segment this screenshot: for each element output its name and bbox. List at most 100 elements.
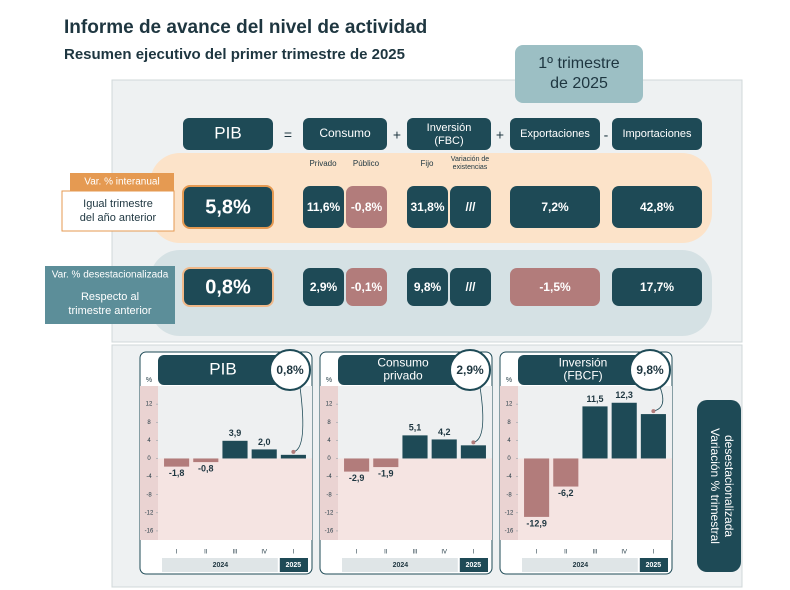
row-label-text: del año anterior: [80, 212, 157, 224]
axis-column: [140, 386, 158, 540]
value-label: -6,2: [558, 488, 574, 498]
subtitle: Resumen ejecutivo del primer trimestre d…: [64, 46, 405, 63]
x-tick-label: I: [176, 550, 178, 556]
x-tick-label: III: [232, 550, 237, 556]
y-tick-label: 8: [507, 420, 511, 426]
operator: -: [604, 127, 609, 143]
y-tick-label: 0: [147, 456, 151, 462]
year-label: 2025: [466, 562, 482, 569]
side-label: desestacionalizada: [722, 435, 736, 537]
row-tag-text: Var. % desestacionalizada: [52, 270, 169, 281]
bar: [280, 454, 306, 459]
row-label: [45, 284, 175, 324]
value-text: 42,8%: [640, 200, 674, 214]
x-tick-label: I: [536, 550, 538, 556]
row-tag: [45, 266, 175, 284]
value-text: -0,8%: [351, 200, 383, 214]
year-strip: [522, 558, 638, 572]
col-header: [612, 118, 702, 150]
value-text: 11,6%: [307, 200, 341, 214]
value-text: -0,1%: [351, 280, 383, 294]
col-header-text: (FBC): [434, 135, 463, 147]
value-cell: [510, 268, 600, 306]
y-tick-label: -4: [506, 474, 512, 480]
badge-line: de 2025: [550, 75, 608, 92]
bar: [251, 449, 277, 459]
year-label: 2024: [393, 562, 409, 569]
value-cell: [182, 267, 274, 307]
axis-column: [320, 386, 338, 540]
y-tick-label: -16: [325, 529, 334, 535]
value-cell: [346, 268, 387, 306]
x-tick-label: III: [592, 550, 597, 556]
bar: [524, 458, 550, 517]
sub-header: Público: [353, 159, 380, 168]
value-cell: [182, 185, 274, 229]
value-label: 12,3: [615, 390, 633, 400]
bar: [640, 414, 666, 459]
title: Informe de avance del nivel de actividad: [64, 17, 427, 38]
chart-badge: 2,9%: [456, 363, 484, 377]
summary-cells: 5,8% 11,6% -0,8% 31,8%///7,2% 42,8%0,8% 2,9% -…: [182, 185, 702, 307]
x-tick-label: I: [473, 550, 475, 556]
value-text: 17,7%: [640, 280, 674, 294]
chart-header: [518, 355, 648, 385]
value-label: 11,5: [586, 394, 603, 404]
value-text: 7,2%: [541, 200, 569, 214]
value-cell: [450, 186, 491, 228]
value-cell: [303, 268, 344, 306]
chart-header: [158, 355, 288, 385]
chart-title: privado: [383, 369, 423, 383]
value-text: 0,8%: [205, 276, 251, 298]
x-tick-label: I: [293, 550, 295, 556]
value-label: -12,9: [526, 518, 547, 528]
y-tick-label: 8: [327, 420, 331, 426]
value-label: 3,9: [229, 428, 242, 438]
year-label: 2025: [646, 562, 662, 569]
value-cell: [510, 186, 600, 228]
x-tick-label: IV: [621, 550, 627, 556]
year-label: 2024: [573, 562, 589, 569]
bar: [553, 458, 579, 487]
y-tick-label: -4: [146, 474, 152, 480]
x-tick-label: II: [384, 550, 388, 556]
operator: +: [496, 127, 504, 143]
x-tick-label: II: [204, 550, 208, 556]
chart-badge: 0,8%: [276, 363, 304, 377]
value-text: ///: [465, 200, 476, 214]
value-label: 2,0: [258, 437, 271, 447]
y-tick-label: -8: [506, 492, 512, 498]
y-tick-label: -8: [326, 492, 332, 498]
y-unit: %: [146, 377, 152, 384]
y-tick-label: 4: [147, 438, 151, 444]
y-tick-label: 8: [147, 420, 151, 426]
plot-negative: [338, 458, 492, 540]
row-tag-text: Var. % interanual: [84, 177, 159, 188]
y-tick-label: 4: [327, 438, 331, 444]
chart-badge: 9,8%: [636, 363, 664, 377]
col-header: [407, 118, 491, 150]
y-tick-label: 0: [507, 456, 511, 462]
bar: [193, 458, 219, 463]
period-badge: [515, 45, 643, 103]
bar: [611, 402, 637, 459]
col-header: [303, 118, 387, 150]
x-tick-label: IV: [261, 550, 267, 556]
value-text: 9,8%: [414, 280, 442, 294]
row-label-text: Respecto al: [81, 291, 139, 303]
y-tick-label: -4: [326, 474, 332, 480]
value-text: 2,9%: [310, 280, 338, 294]
badge-circle: [269, 349, 311, 391]
year-strip: [459, 558, 488, 572]
col-header-text: PIB: [214, 123, 241, 142]
value-label: 5,1: [409, 423, 422, 433]
col-header: [183, 118, 273, 150]
badge-circle: [629, 349, 671, 391]
charts: %12840-4-8-12-16PIB-1,8I-0,8II3,9III2,0I…: [139, 349, 673, 575]
bar: [344, 458, 370, 472]
plot-negative: [158, 458, 312, 540]
row-tag: [70, 173, 174, 191]
row-label: [61, 190, 175, 232]
connector-dot: [471, 440, 476, 445]
